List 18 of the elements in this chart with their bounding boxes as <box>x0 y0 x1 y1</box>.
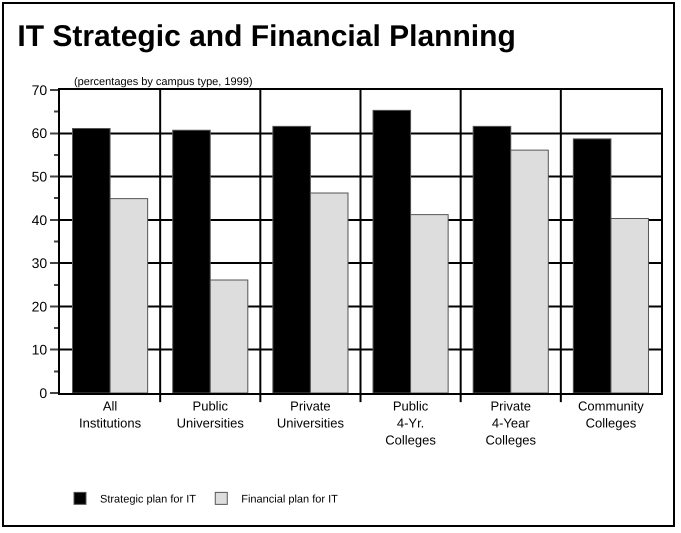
y-tick-label: 50 <box>32 168 48 184</box>
x-tick-label: Private Universities <box>276 398 345 430</box>
x-tick-label: Public Universities <box>176 398 244 430</box>
x-tick-label: Community Colleges <box>578 398 644 430</box>
chart-subtitle: (percentages by campus type, 1999) <box>74 76 253 88</box>
y-tick-label: 0 <box>39 384 48 401</box>
y-tick-label: 60 <box>32 125 48 142</box>
chart-title: IT Strategic and Financial Planning <box>17 20 516 53</box>
y-tick-label: 40 <box>32 212 48 228</box>
legend-label: Financial plan for IT <box>241 494 338 506</box>
y-tick-label: 30 <box>32 255 48 272</box>
y-tick-label: 70 <box>32 82 48 98</box>
x-tick-label: Public 4-Yr. Colleges <box>385 398 436 448</box>
y-tick-label: 10 <box>32 342 48 358</box>
x-tick-label: All Institutions <box>79 398 142 430</box>
x-tick-label: Private 4-Year Colleges <box>485 398 537 448</box>
y-tick-label: 20 <box>32 298 48 314</box>
legend-label: Strategic plan for IT <box>100 494 196 506</box>
